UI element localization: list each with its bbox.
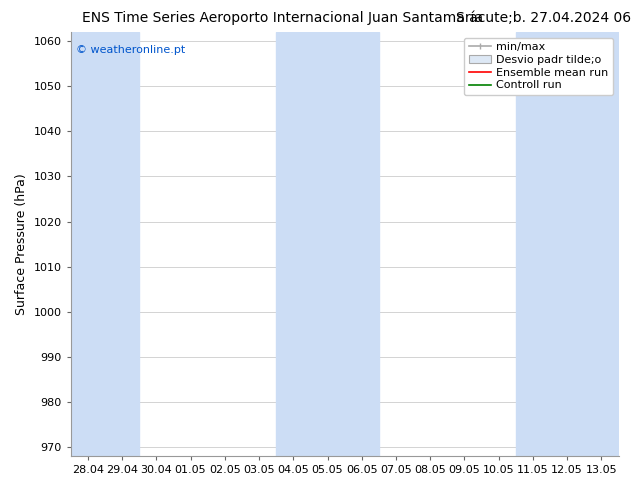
Text: ENS Time Series Aeroporto Internacional Juan Santamaría: ENS Time Series Aeroporto Internacional … bbox=[82, 11, 484, 25]
Legend: min/max, Desvio padr tilde;o, Ensemble mean run, Controll run: min/max, Desvio padr tilde;o, Ensemble m… bbox=[464, 38, 613, 95]
Bar bbox=[550, 32, 585, 456]
Bar bbox=[105, 32, 139, 456]
Bar bbox=[311, 32, 345, 456]
Bar bbox=[585, 32, 619, 456]
Text: © weatheronline.pt: © weatheronline.pt bbox=[76, 45, 185, 55]
Bar bbox=[71, 32, 105, 456]
Bar bbox=[516, 32, 550, 456]
Text: S acute;b. 27.04.2024 06 UTC: S acute;b. 27.04.2024 06 UTC bbox=[456, 11, 634, 25]
Bar bbox=[345, 32, 379, 456]
Y-axis label: Surface Pressure (hPa): Surface Pressure (hPa) bbox=[15, 173, 28, 315]
Bar bbox=[276, 32, 311, 456]
